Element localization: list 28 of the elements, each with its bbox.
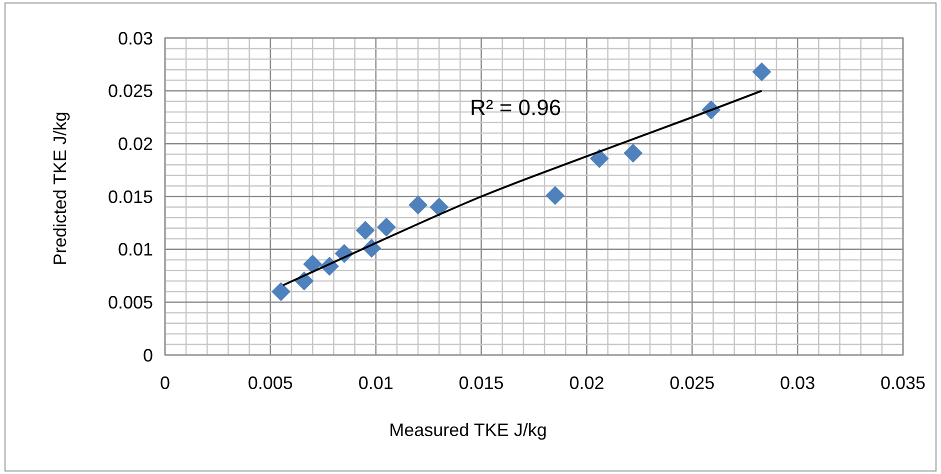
point — [430, 198, 449, 217]
y-tick-label: 0.025 — [108, 81, 153, 102]
x-tick-label: 0.025 — [670, 373, 715, 393]
point — [752, 62, 772, 82]
y-tick-label: 0.015 — [108, 186, 153, 207]
y-tick-label: 0.03 — [118, 28, 153, 48]
point — [271, 282, 290, 302]
y-tick-label: 0.01 — [118, 240, 153, 260]
point — [376, 218, 396, 237]
y-tick-label: 0 — [142, 345, 153, 366]
x-tick-label: 0.035 — [880, 373, 926, 393]
point — [624, 144, 643, 163]
point — [356, 220, 375, 240]
x-tick-label: 0.02 — [569, 373, 604, 393]
y-tick-label: 0.005 — [108, 292, 153, 312]
y-axis-title: Predicted TKE J/kg — [50, 112, 70, 266]
point — [408, 195, 428, 214]
x-tick-label: 0.005 — [248, 373, 293, 393]
x-tick-label: 0.015 — [458, 373, 504, 393]
x-tick-label: 0.01 — [358, 373, 394, 393]
point — [546, 186, 565, 205]
x-tick-label: 0 — [160, 373, 170, 393]
x-tick-label: 0.03 — [780, 373, 816, 393]
point — [590, 148, 609, 168]
point — [303, 254, 322, 274]
annotation: R² = 0.96 — [470, 95, 562, 120]
y-tick-label: 0.02 — [118, 134, 153, 154]
x-axis-title: Measured TKE J/kg — [389, 420, 547, 440]
